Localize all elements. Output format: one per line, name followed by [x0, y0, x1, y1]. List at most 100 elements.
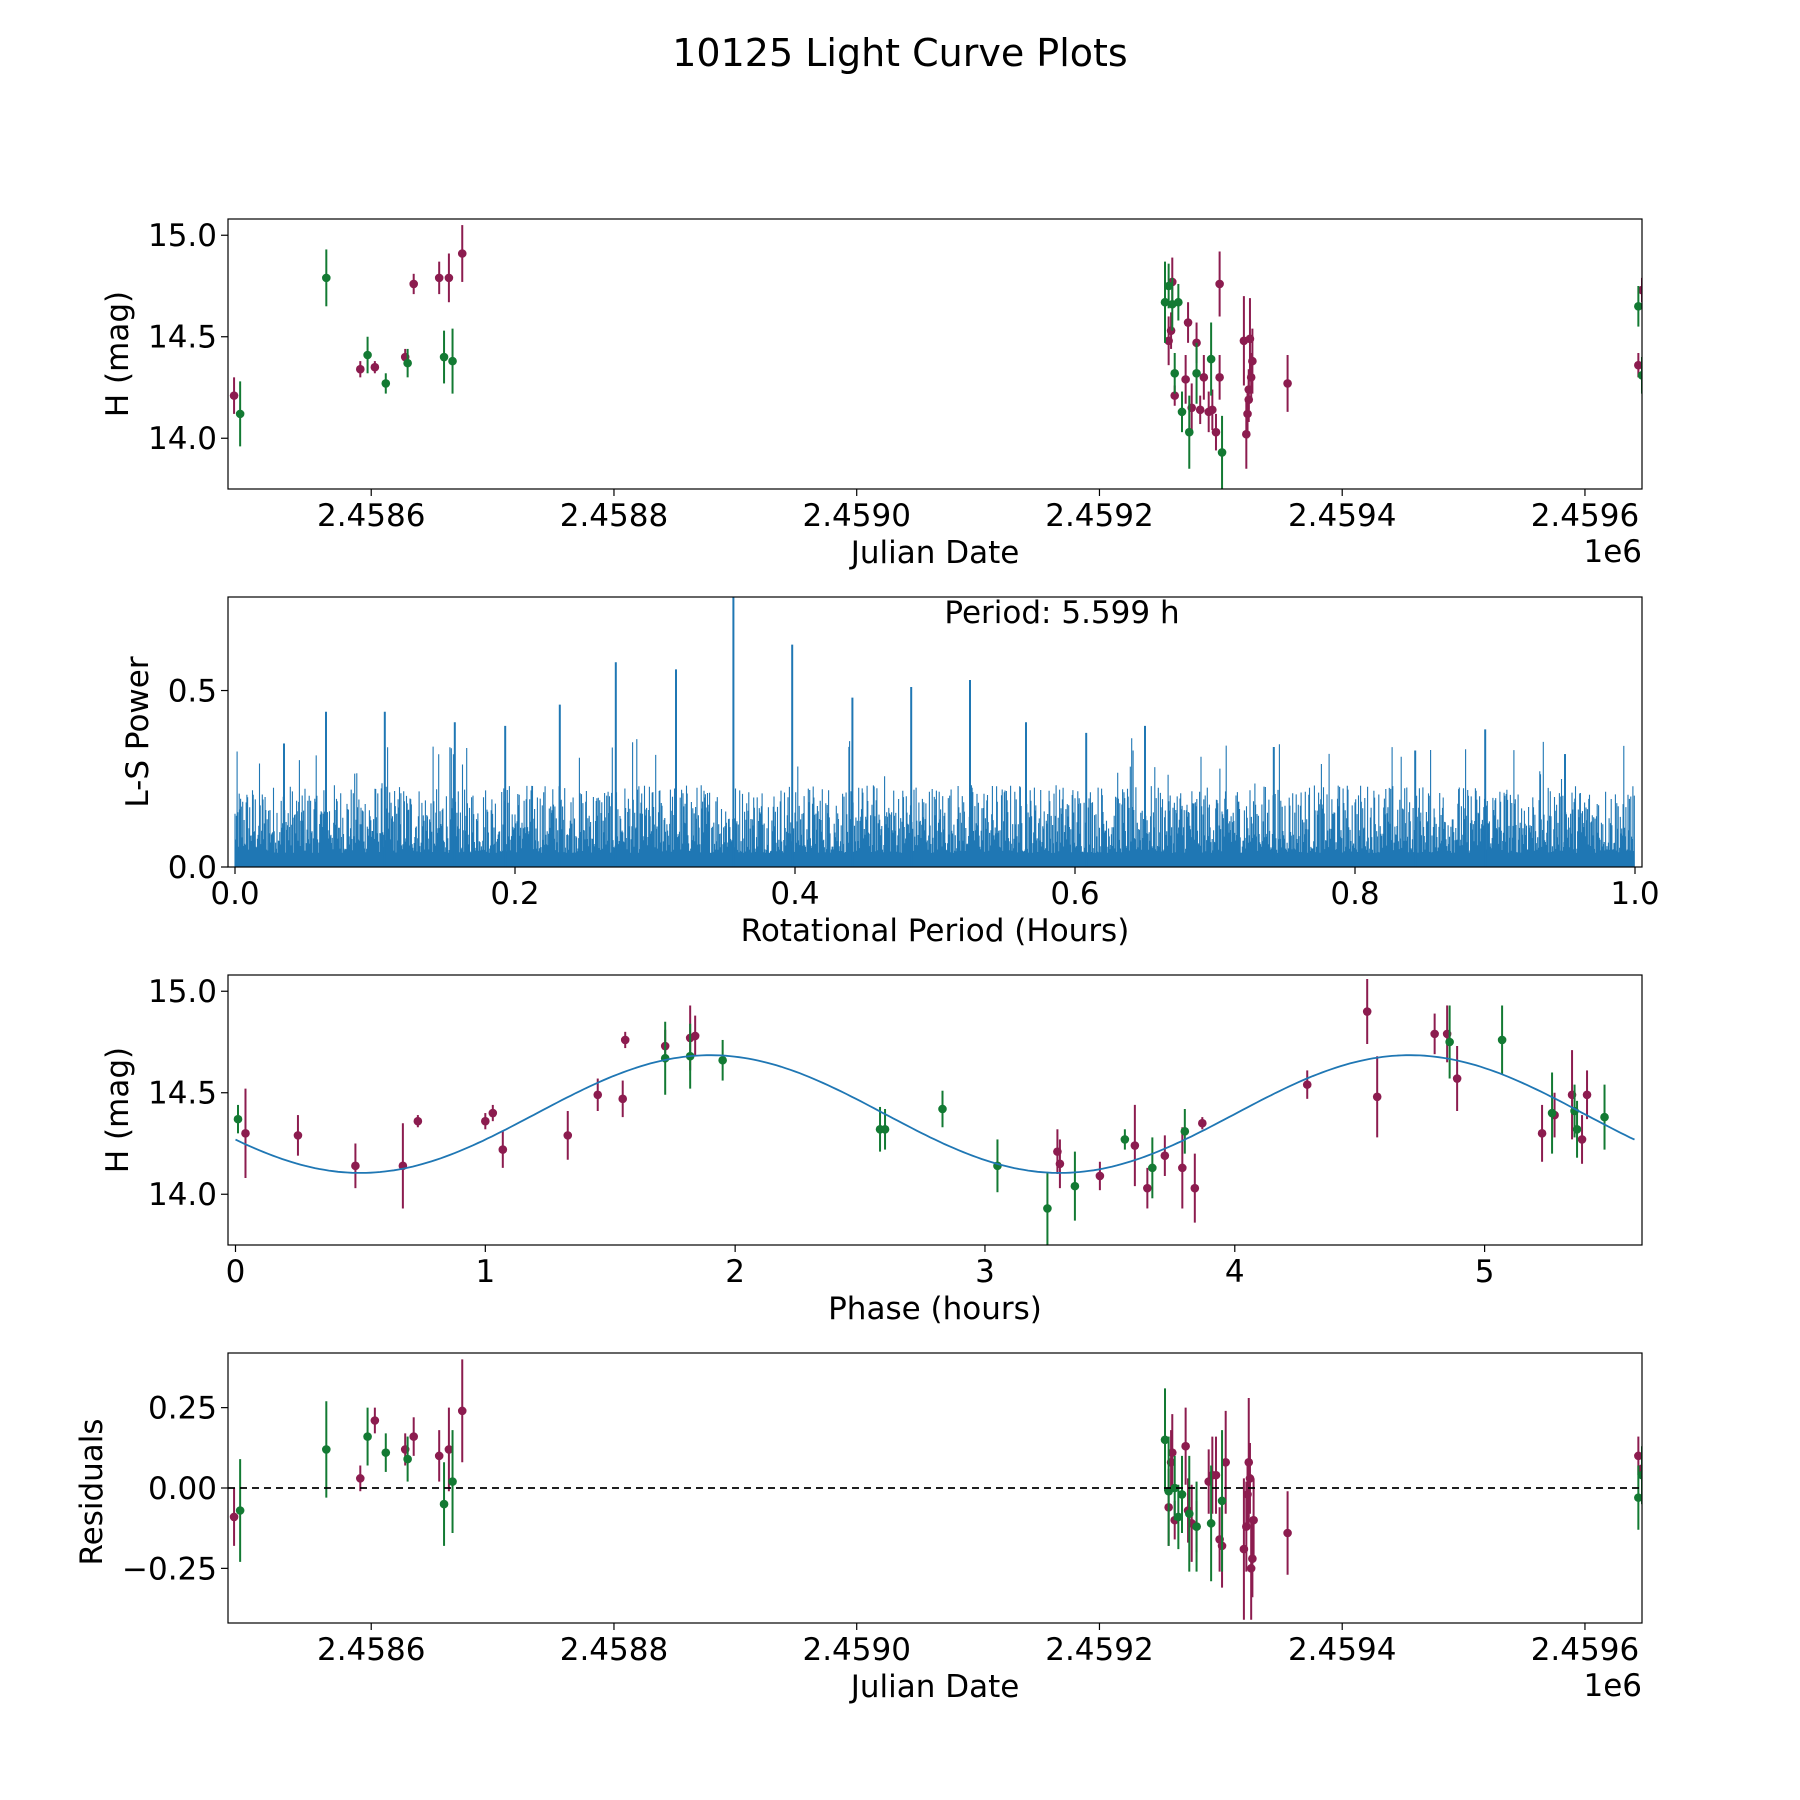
data-point — [1211, 1470, 1221, 1480]
data-point — [1246, 373, 1256, 382]
phased-lightcurve-xlabel: Phase (hours) — [828, 1291, 1042, 1327]
data-point — [1547, 1108, 1557, 1118]
data-point — [439, 352, 449, 362]
data-point — [1190, 1183, 1200, 1193]
data-point — [1198, 1118, 1207, 1128]
y-tick-label: 14.5 — [148, 1076, 217, 1112]
data-point — [293, 1131, 303, 1140]
data-point — [1362, 1007, 1372, 1016]
data-point — [1174, 1512, 1183, 1522]
raw-lightcurve-ticks: 2.4586 2.4588 2.4590 2.4592 2.4594 2.4596 14.0… — [148, 218, 1639, 534]
data-point — [1167, 1448, 1177, 1457]
data-point — [1130, 1141, 1140, 1150]
data-point — [1206, 354, 1216, 364]
data-point — [1206, 1519, 1216, 1528]
data-point — [1211, 427, 1221, 437]
periodogram-panel: 0.0 0.2 0.4 0.6 0.8 1.0 0.0 0.5 Rotational Peri… — [120, 595, 1660, 949]
data-point — [880, 1124, 890, 1134]
data-point — [403, 358, 412, 368]
data-point — [563, 1131, 573, 1140]
data-point — [1637, 371, 1642, 380]
raw-lightcurve-marks — [229, 225, 1642, 489]
data-point — [1283, 379, 1292, 388]
data-point — [1181, 375, 1190, 384]
data-point — [351, 1161, 360, 1171]
periodogram-noise — [234, 738, 1635, 867]
data-point — [370, 362, 380, 372]
data-point — [1245, 1474, 1255, 1483]
data-point — [444, 1445, 454, 1454]
y-tick-label: 0.25 — [148, 1391, 217, 1427]
residuals-marks — [228, 1359, 1642, 1620]
data-point — [1184, 1509, 1194, 1519]
x-tick-label: 2.4592 — [1045, 1632, 1153, 1668]
y-tick-label: 0.0 — [168, 850, 217, 886]
data-point — [1634, 1493, 1642, 1502]
data-point — [1143, 1183, 1152, 1193]
data-point — [1302, 1080, 1312, 1089]
x-tick-label: 2.4594 — [1288, 1632, 1396, 1668]
data-point — [1452, 1074, 1462, 1083]
data-point — [1178, 1163, 1187, 1173]
data-point — [1283, 1528, 1292, 1538]
residuals-ticks: 2.4586 2.4588 2.4590 2.4592 2.4594 2.4596 0.25… — [122, 1391, 1639, 1668]
data-point — [1217, 448, 1227, 457]
data-point — [1177, 1490, 1187, 1499]
data-point — [233, 1114, 243, 1124]
x-tick-label: 0.0 — [210, 876, 259, 912]
plot-area — [233, 979, 1635, 1245]
data-point — [1043, 1204, 1052, 1213]
y-tick-label: −0.25 — [122, 1551, 217, 1587]
data-point — [1148, 1163, 1157, 1173]
residuals-panel: 2.4586 2.4588 2.4590 2.4592 2.4594 2.4596 0.25… — [74, 1352, 1643, 1705]
raw-lightcurve-xlabel: Julian Date — [849, 535, 1020, 571]
data-point — [363, 350, 372, 360]
data-point — [1208, 405, 1217, 415]
data-point — [370, 1416, 380, 1425]
data-point — [938, 1104, 947, 1114]
data-point — [1195, 405, 1205, 415]
data-point — [457, 1406, 467, 1416]
data-point — [481, 1116, 490, 1126]
data-point — [439, 1499, 449, 1509]
x-tick-label: 3 — [975, 1254, 995, 1290]
x-tick-label: 0.2 — [490, 876, 539, 912]
data-point — [1070, 1181, 1080, 1191]
x-tick-label: 5 — [1475, 1254, 1495, 1290]
x-tick-label: 0.4 — [770, 876, 819, 912]
data-point — [1497, 1035, 1507, 1045]
data-point — [1095, 1171, 1105, 1181]
data-point — [1192, 1522, 1201, 1531]
data-point — [457, 249, 467, 258]
data-point — [444, 273, 454, 283]
data-point — [355, 364, 365, 374]
data-point — [498, 1145, 508, 1154]
data-point — [241, 1129, 250, 1138]
data-point — [1242, 429, 1251, 439]
data-point — [1582, 1090, 1592, 1100]
x-tick-label: 0.6 — [1050, 876, 1099, 912]
data-point — [235, 1506, 245, 1515]
raw-lightcurve-panel: 2.4586 2.4588 2.4590 2.4592 2.4594 2.4596 14.0… — [100, 218, 1643, 571]
data-point — [1248, 356, 1257, 366]
data-point — [1572, 1124, 1582, 1134]
data-point — [448, 356, 457, 366]
data-point — [1372, 1092, 1382, 1102]
data-point — [1160, 297, 1170, 307]
x-tick-label: 2.4594 — [1288, 498, 1396, 534]
raw-lightcurve-x-offset: 1e6 — [1583, 534, 1642, 570]
data-point — [413, 1116, 423, 1126]
data-point — [1192, 368, 1201, 378]
data-point — [1217, 1496, 1227, 1506]
periodogram-marks — [234, 597, 1635, 867]
data-point — [718, 1055, 727, 1065]
x-tick-label: 0.8 — [1330, 876, 1379, 912]
figure-title: 10125 Light Curve Plots — [672, 31, 1127, 75]
x-tick-label: 2.4590 — [802, 1632, 910, 1668]
raw-lightcurve-frame — [227, 218, 1643, 490]
data-point — [1577, 1135, 1587, 1144]
data-point — [593, 1090, 603, 1100]
periodogram-frame — [227, 596, 1643, 868]
data-point — [1637, 1470, 1642, 1480]
